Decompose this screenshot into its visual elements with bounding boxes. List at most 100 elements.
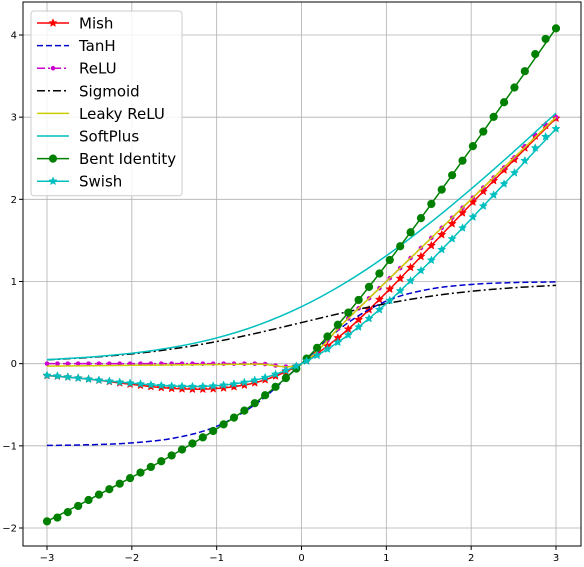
- data-point: [374, 294, 385, 304]
- y-tick-label: 1: [11, 277, 17, 288]
- data-point: [375, 269, 384, 278]
- data-point: [344, 308, 353, 317]
- data-point: [343, 330, 353, 339]
- data-point: [208, 383, 218, 393]
- data-point: [396, 242, 405, 251]
- data-point: [74, 501, 83, 511]
- series-line: [46, 112, 557, 361]
- data-point: [541, 131, 551, 141]
- data-point: [177, 445, 187, 454]
- data-point: [405, 276, 416, 285]
- data-point: [229, 381, 239, 391]
- data-point: [479, 127, 488, 136]
- data-point: [551, 24, 561, 33]
- data-point: [136, 468, 145, 477]
- data-point: [83, 374, 94, 384]
- data-point: [499, 98, 509, 107]
- data-point: [302, 356, 312, 365]
- series-softplus: [46, 112, 557, 361]
- data-point: [86, 361, 91, 366]
- data-point: [157, 457, 166, 466]
- data-point: [94, 490, 104, 499]
- data-point: [509, 167, 520, 177]
- data-point: [364, 282, 374, 291]
- data-point: [312, 350, 322, 360]
- data-point: [229, 379, 239, 388]
- x-tick-label: 1: [383, 553, 389, 564]
- data-point: [354, 322, 364, 331]
- legend[interactable]: Mish TanH ReLU Sigmoid Leaky ReLU SoftPlus Ben…: [30, 10, 183, 197]
- data-point: [105, 485, 114, 494]
- data-point: [468, 142, 477, 151]
- data-point: [520, 155, 530, 165]
- series-tanh: [46, 281, 557, 447]
- data-point: [42, 370, 52, 380]
- data-point: [229, 413, 239, 422]
- data-point: [42, 517, 52, 526]
- legend-item: Sigmoid: [37, 82, 140, 100]
- data-point: [218, 380, 229, 390]
- data-point: [489, 175, 499, 185]
- data-point: [135, 379, 146, 388]
- legend-item: TanH: [37, 37, 116, 55]
- data-point: [239, 377, 249, 387]
- data-point: [198, 433, 207, 442]
- data-point: [510, 83, 519, 92]
- data-point: [447, 218, 457, 228]
- data-point: [385, 255, 394, 265]
- series-group: [42, 24, 561, 526]
- x-tick-label: 0: [298, 553, 304, 564]
- data-point: [395, 273, 405, 283]
- data-point: [270, 369, 281, 379]
- data-point: [385, 295, 395, 305]
- y-tick-label: −2: [2, 524, 17, 535]
- x-tick-label: 2: [468, 553, 474, 564]
- data-point: [551, 123, 561, 133]
- data-point: [416, 214, 426, 223]
- data-point: [427, 199, 436, 209]
- data-point: [271, 382, 280, 391]
- data-point: [457, 223, 468, 232]
- data-point: [48, 18, 58, 27]
- legend-item: Leaky ReLU: [37, 105, 165, 123]
- data-point: [126, 474, 135, 483]
- data-point: [146, 462, 155, 472]
- data-point: [322, 344, 333, 354]
- data-point: [354, 314, 364, 324]
- x-tick-label: −3: [40, 553, 55, 564]
- legend-label: ReLU: [79, 60, 117, 78]
- data-point: [218, 383, 229, 392]
- data-point: [333, 320, 342, 329]
- data-point: [146, 379, 156, 389]
- data-point: [239, 380, 249, 390]
- data-point: [437, 185, 446, 194]
- legend-item: ReLU: [37, 60, 117, 78]
- data-point: [73, 373, 83, 382]
- data-point: [63, 372, 73, 381]
- data-point: [65, 361, 71, 366]
- data-point: [240, 406, 249, 415]
- legend-item: Swish: [37, 173, 122, 191]
- y-tick-label: 0: [11, 359, 17, 370]
- legend-item: SoftPlus: [37, 128, 139, 146]
- data-point: [208, 381, 218, 390]
- data-point: [405, 262, 416, 272]
- data-point: [447, 234, 457, 243]
- x-tick-label: −1: [209, 553, 224, 564]
- data-point: [50, 65, 56, 71]
- data-point: [84, 495, 93, 505]
- legend-label: Sigmoid: [79, 82, 140, 100]
- data-point: [219, 420, 228, 429]
- data-point: [187, 381, 198, 391]
- data-point: [426, 255, 436, 265]
- data-point: [489, 190, 499, 199]
- data-point: [250, 375, 260, 385]
- data-point: [281, 365, 291, 375]
- y-tick-label: 2: [11, 195, 17, 206]
- data-point: [458, 156, 467, 165]
- y-tick-label: 3: [11, 113, 17, 124]
- data-point: [261, 391, 270, 400]
- y-tick-label: −1: [2, 441, 17, 452]
